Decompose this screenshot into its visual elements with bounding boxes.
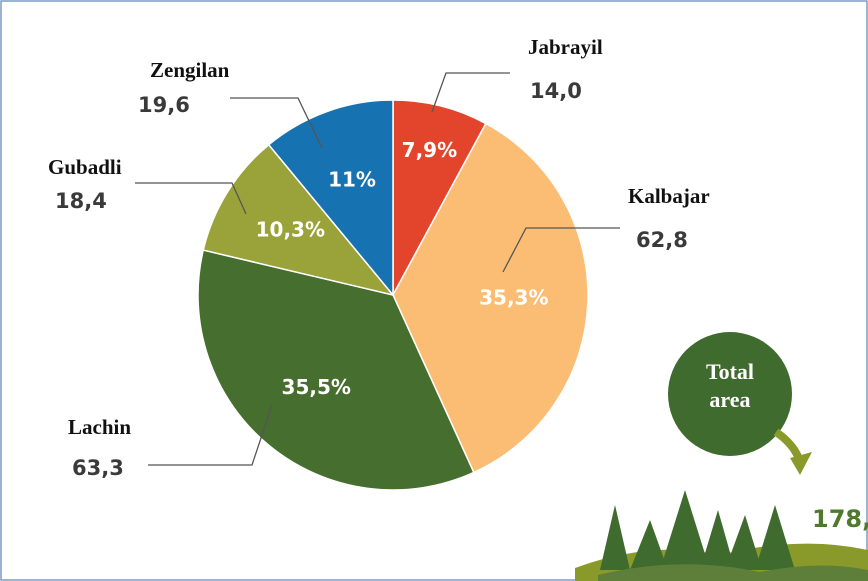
slice-label: 7,9% [402, 138, 457, 162]
chart: 7,9% Jabrayil 14,0 35,3% Kalbajar 62,8 35,5% La… [0, 0, 868, 581]
category-label: Gubadli [48, 155, 122, 179]
area-label: 62,8 [636, 228, 688, 252]
category-label: Kalbajar [628, 184, 710, 208]
category-label: Zengilan [150, 58, 230, 82]
category-label: Lachin [68, 415, 131, 439]
total-value: 178,1 [812, 505, 868, 533]
area-label: 19,6 [138, 93, 190, 117]
page: 7,9% Jabrayil 14,0 35,3% Kalbajar 62,8 35,5% La… [0, 0, 868, 581]
area-label: 18,4 [55, 189, 107, 213]
slice-label: 10,3% [256, 218, 325, 242]
slice-label: 35,5% [282, 375, 351, 399]
slice-label: 11% [328, 168, 376, 192]
trees [575, 490, 868, 581]
area-label: 14,0 [530, 79, 582, 103]
slice-label: 35,3% [479, 286, 548, 310]
area-label: 63,3 [72, 456, 124, 480]
total-title: Total area [688, 358, 772, 414]
category-label: Jabrayil [528, 35, 603, 59]
